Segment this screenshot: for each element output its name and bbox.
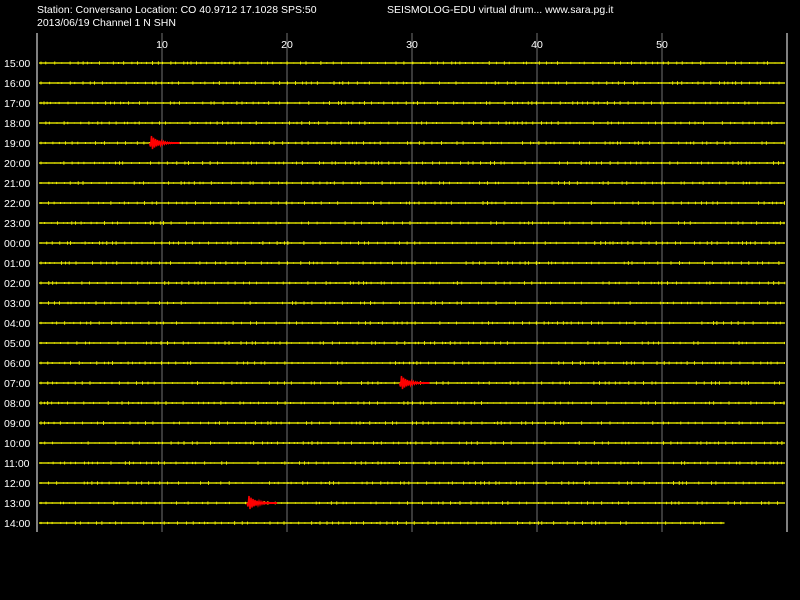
hour-label: 20:00: [4, 158, 30, 170]
app-title: SEISMOLOG-EDU virtual drum... www.sara.p…: [387, 4, 614, 16]
trace-noise: [40, 441, 783, 445]
trace-noise: [40, 261, 783, 265]
minute-axis: 10 20 30 40 50: [156, 39, 668, 51]
trace-noise: [40, 521, 722, 525]
hour-label: 10:00: [4, 438, 30, 450]
trace-noise: [40, 321, 781, 325]
hour-label: 16:00: [4, 78, 30, 90]
hour-label: 07:00: [4, 378, 30, 390]
hour-label: 00:00: [4, 238, 30, 250]
trace-lines: [39, 61, 786, 525]
hour-label: 13:00: [4, 498, 30, 510]
trace-noise: [40, 61, 783, 65]
hour-axis: 15:00 16:00 17:00 18:00 19:00 20:00 21:00 22:00…: [4, 58, 30, 530]
hour-label: 21:00: [4, 178, 30, 190]
trace-noise: [40, 281, 786, 285]
trace-noise: [40, 81, 780, 85]
trace-noise: [40, 421, 778, 425]
trace-noise: [40, 381, 780, 385]
trace-noise: [40, 141, 786, 145]
hour-label: 08:00: [4, 398, 30, 410]
hour-label: 01:00: [4, 258, 30, 270]
trace-noise: [40, 121, 778, 125]
trace-noise: [40, 481, 784, 485]
hour-label: 03:00: [4, 298, 30, 310]
minute-tick-label: 50: [656, 39, 668, 51]
hour-label: 12:00: [4, 478, 30, 490]
hour-label: 23:00: [4, 218, 30, 230]
trace-noise: [40, 181, 779, 185]
trace-noise: [40, 341, 785, 345]
hour-label: 09:00: [4, 418, 30, 430]
seismic-events: [148, 135, 430, 510]
trace-noise: [40, 201, 785, 205]
hour-label: 18:00: [4, 118, 30, 130]
trace-noise: [40, 241, 785, 245]
station-info: Station: Conversano Location: CO 40.9712…: [37, 4, 317, 16]
date-channel-info: 2013/06/19 Channel 1 N SHN: [37, 17, 176, 29]
hour-label: 22:00: [4, 198, 30, 210]
hour-label: 05:00: [4, 338, 30, 350]
trace-noise: [40, 501, 778, 505]
hour-label: 19:00: [4, 138, 30, 150]
trace-noise: [40, 301, 781, 305]
trace-noise: [40, 161, 784, 165]
hour-label: 04:00: [4, 318, 30, 330]
minute-tick-label: 20: [281, 39, 293, 51]
minute-tick-label: 30: [406, 39, 418, 51]
hour-label: 02:00: [4, 278, 30, 290]
hour-label: 15:00: [4, 58, 30, 70]
hour-label: 06:00: [4, 358, 30, 370]
trace-noise: [40, 221, 785, 225]
trace-noise: [40, 461, 782, 465]
minute-tick-label: 40: [531, 39, 543, 51]
hour-label: 14:00: [4, 518, 30, 530]
trace-noise: [40, 101, 784, 105]
hour-label: 17:00: [4, 98, 30, 110]
hour-label: 11:00: [4, 458, 30, 470]
minute-tick-label: 10: [156, 39, 168, 51]
trace-noise: [40, 401, 785, 405]
trace-noise: [40, 361, 785, 365]
